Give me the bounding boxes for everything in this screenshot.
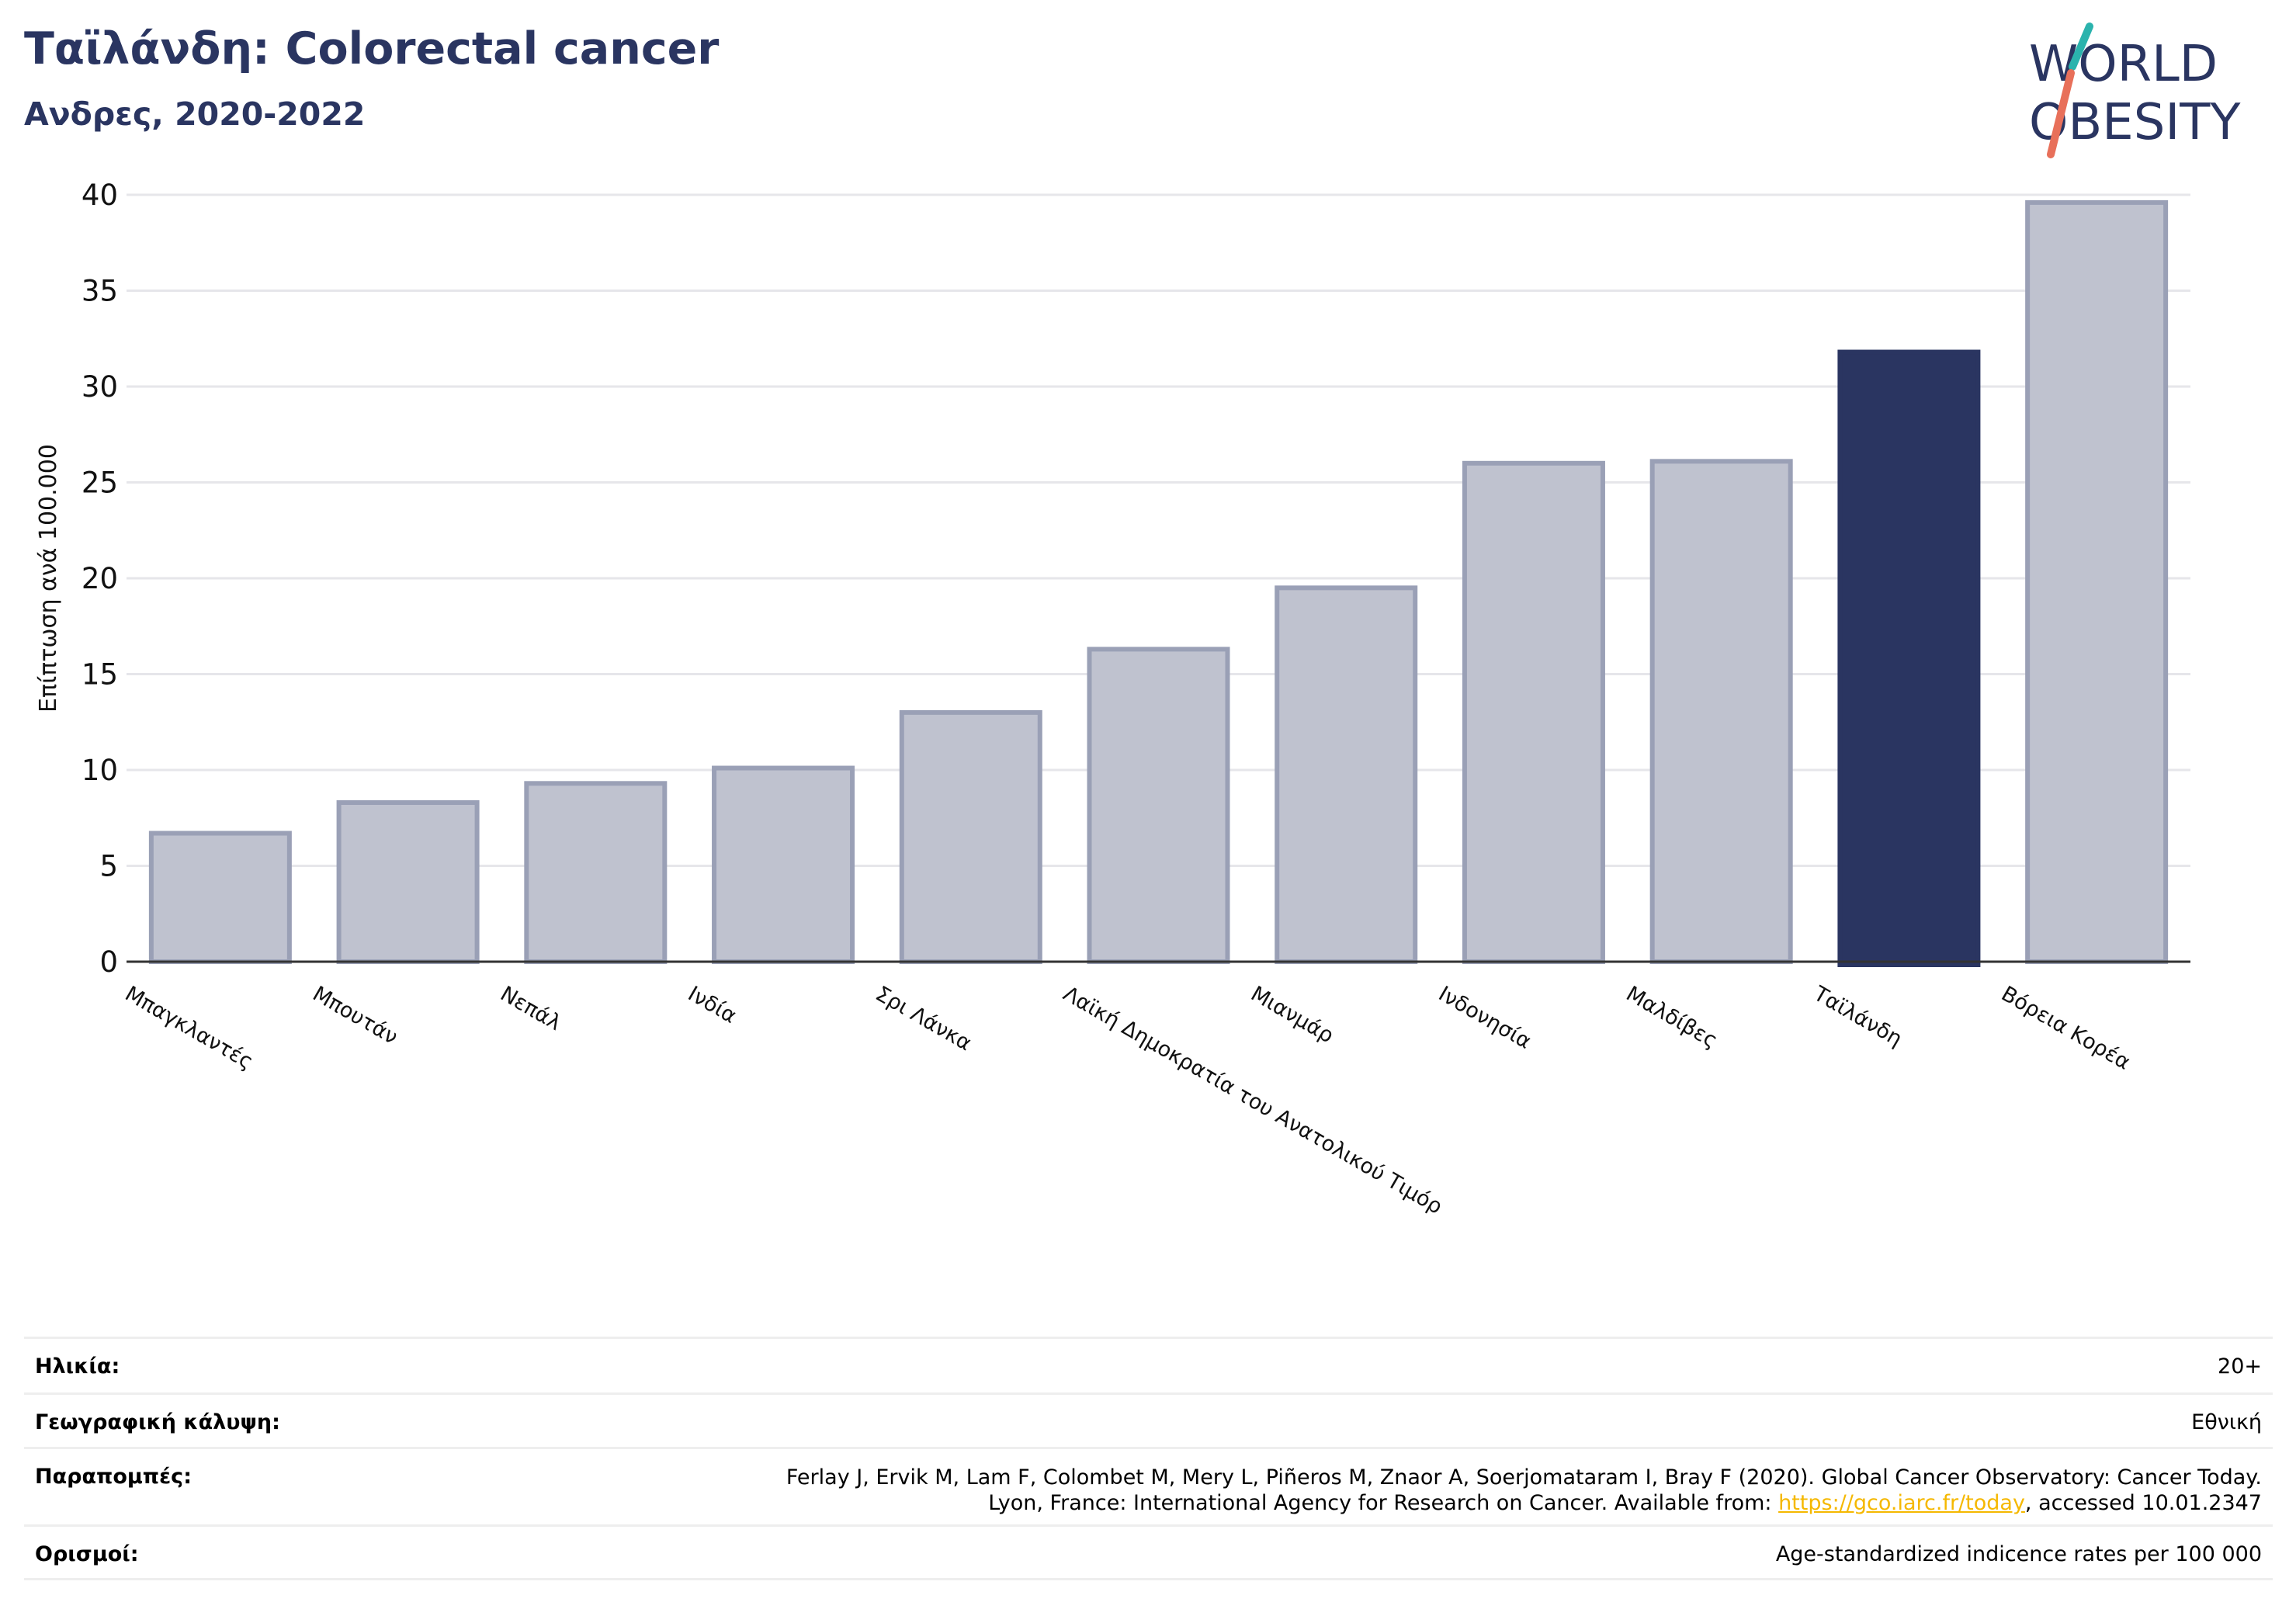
ref-line-2-prefix: Lyon, France: International Agency for R… bbox=[988, 1491, 1779, 1515]
y-axis-label: Επίπτωση ανά 100.000 bbox=[35, 444, 62, 713]
x-tick-label: Μπαγκλαντές bbox=[121, 982, 258, 1074]
y-tick-label: 5 bbox=[99, 850, 118, 883]
bar bbox=[899, 709, 1042, 965]
x-tick-label: Μιανμάρ bbox=[1247, 982, 1337, 1049]
meta-row-def: Ορισμοί: Age-standardized indicence rate… bbox=[24, 1524, 2273, 1580]
y-tick-label: 35 bbox=[82, 275, 118, 308]
y-tick-label: 0 bbox=[99, 945, 118, 979]
y-tick-label: 10 bbox=[82, 754, 118, 787]
x-tick-label: Σρι Λάνκα bbox=[872, 982, 976, 1056]
x-tick-label: Μαλδίβες bbox=[1622, 982, 1722, 1053]
meta-row-ref: Παραπομπές: Ferlay J, Ervik M, Lam F, Co… bbox=[24, 1447, 2273, 1524]
def-label: Ορισμοί: bbox=[35, 1542, 139, 1566]
x-tick-label: Νεπάλ bbox=[496, 982, 565, 1035]
ref-line-1: Ferlay J, Ervik M, Lam F, Colombet M, Me… bbox=[786, 1465, 2262, 1489]
x-tick-label: Ταϊλάνδη bbox=[1809, 981, 1906, 1051]
x-axis-labels: Μπαγκλαντές Μπουτάν Νεπάλ Ινδία Σρι Λάνκα Λαϊ… bbox=[121, 981, 2135, 1219]
y-tick-label: 15 bbox=[82, 658, 118, 692]
ref-line-2: Lyon, France: International Agency for R… bbox=[786, 1490, 2262, 1516]
y-tick-label: 25 bbox=[82, 466, 118, 500]
meta-row-age: Ηλικία: 20+ bbox=[24, 1337, 2273, 1392]
bar bbox=[1649, 459, 1793, 964]
y-tick-label: 30 bbox=[82, 370, 118, 404]
page-subtitle: Ανδρες, 2020-2022 bbox=[24, 95, 366, 133]
x-tick-label: Μπουτάν bbox=[308, 982, 401, 1049]
age-value: 20+ bbox=[2218, 1354, 2262, 1379]
bar-chart: 0 5 10 15 20 25 30 35 40 Μπαγκλαντές Μπουτάν Νεπάλ… bbox=[35, 179, 2190, 1219]
ref-value: Ferlay J, Ervik M, Lam F, Colombet M, Me… bbox=[786, 1465, 2262, 1516]
bar bbox=[148, 831, 292, 965]
y-tick-label: 40 bbox=[82, 179, 118, 212]
bar bbox=[1462, 460, 1605, 964]
bar bbox=[1087, 647, 1230, 964]
x-tick-label: Λαϊκή Δημοκρατία του Ανατολικού Τιμόρ bbox=[1059, 982, 1446, 1219]
bars bbox=[148, 199, 2169, 968]
bar bbox=[524, 781, 668, 964]
ref-link[interactable]: https://gco.iarc.fr/today bbox=[1778, 1491, 2025, 1515]
bar bbox=[1837, 349, 1981, 968]
bar bbox=[336, 799, 480, 964]
world-obesity-logo: WORLD OBESITY bbox=[2029, 23, 2241, 158]
x-tick-label: Βόρεια Κορέα bbox=[1997, 982, 2135, 1075]
def-value: Age-standardized indicence rates per 100… bbox=[1775, 1542, 2262, 1566]
y-tick-label: 20 bbox=[82, 562, 118, 595]
geo-label: Γεωγραφική κάλυψη: bbox=[35, 1410, 280, 1434]
meta-row-geo: Γεωγραφική κάλυψη: Εθνική bbox=[24, 1392, 2273, 1447]
geo-value: Εθνική bbox=[2191, 1410, 2262, 1434]
page-title: Ταϊλάνδη: Colorectal cancer bbox=[24, 23, 720, 75]
bar bbox=[712, 765, 855, 965]
bar bbox=[2025, 199, 2169, 964]
svg-text:WORLD: WORLD bbox=[2029, 36, 2218, 93]
x-tick-label: Ινδονησία bbox=[1434, 982, 1535, 1054]
ref-label: Παραπομπές: bbox=[35, 1465, 192, 1489]
ref-line-2-suffix: , accessed 10.01.2347 bbox=[2024, 1491, 2262, 1515]
age-label: Ηλικία: bbox=[35, 1354, 120, 1379]
bar bbox=[1275, 585, 1418, 964]
y-axis-ticks: 0 5 10 15 20 25 30 35 40 bbox=[82, 179, 118, 979]
x-tick-label: Ινδία bbox=[684, 982, 740, 1028]
metadata-table: Ηλικία: 20+ Γεωγραφική κάλυψη: Εθνική Πα… bbox=[24, 1337, 2273, 1580]
